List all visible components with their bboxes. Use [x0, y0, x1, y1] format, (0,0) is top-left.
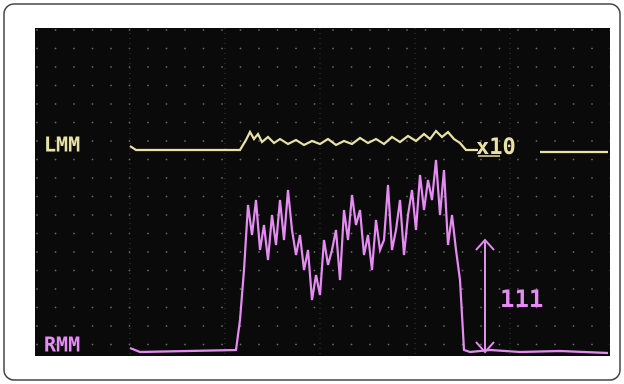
scope-photo: LMM x10 RMM 111 — [0, 0, 624, 384]
gain-label: x10 — [476, 135, 516, 160]
trace-label: LMM — [44, 133, 80, 157]
trace-label: RMM — [44, 333, 80, 357]
page: LMM x10 RMM 111 (() => { const data = JS… — [0, 0, 624, 384]
amplitude-label: 111 — [500, 285, 543, 313]
